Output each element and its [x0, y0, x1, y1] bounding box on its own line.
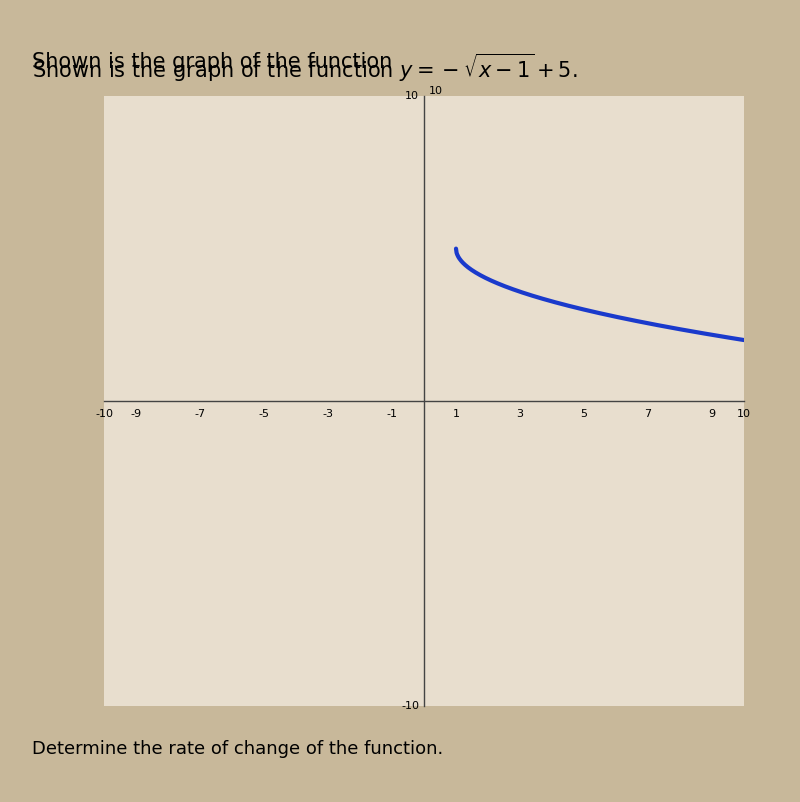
Text: -1: -1 — [386, 409, 398, 419]
Text: 1: 1 — [453, 409, 459, 419]
Text: -7: -7 — [194, 409, 206, 419]
Text: -10: -10 — [401, 701, 419, 711]
Text: Shown is the graph of the function $y = -\sqrt{x-1} + 5$.: Shown is the graph of the function $y = … — [32, 52, 578, 84]
Text: Determine the rate of change of the function.: Determine the rate of change of the func… — [32, 740, 443, 758]
Text: 5: 5 — [581, 409, 587, 419]
Text: -9: -9 — [130, 409, 142, 419]
Text: 7: 7 — [645, 409, 651, 419]
Text: -10: -10 — [95, 409, 113, 419]
Text: 10: 10 — [429, 87, 443, 96]
Text: 10: 10 — [737, 409, 751, 419]
Text: 9: 9 — [709, 409, 715, 419]
Text: Shown is the graph of the function: Shown is the graph of the function — [32, 52, 399, 72]
Text: 3: 3 — [517, 409, 523, 419]
Text: 10: 10 — [405, 91, 419, 101]
Text: -5: -5 — [258, 409, 270, 419]
Text: -3: -3 — [322, 409, 334, 419]
